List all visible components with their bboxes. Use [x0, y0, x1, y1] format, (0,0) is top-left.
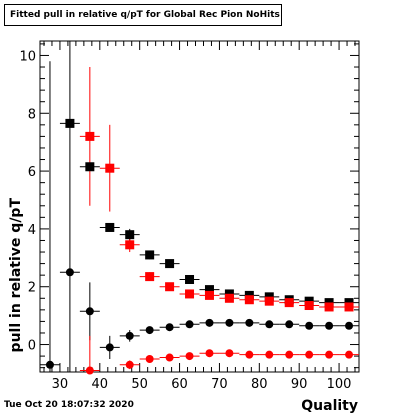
circle-marker [65, 268, 74, 277]
square-marker [85, 162, 95, 172]
circle-marker [325, 350, 334, 359]
y-tick-label: 10 [19, 49, 36, 64]
square-marker [204, 285, 214, 295]
square-marker [264, 296, 274, 306]
x-tick-label: 40 [92, 377, 109, 392]
square-marker [125, 230, 135, 240]
circle-marker [205, 349, 214, 358]
y-tick-label: 6 [28, 165, 36, 180]
circle-marker [165, 323, 174, 332]
square-marker [244, 295, 254, 305]
circle-marker [225, 349, 234, 358]
circle-marker [165, 353, 174, 362]
circle-marker [185, 352, 194, 361]
circle-marker [305, 350, 314, 359]
circle-marker [85, 366, 94, 375]
square-marker [304, 301, 314, 311]
circle-marker [45, 360, 54, 369]
square-marker [145, 272, 155, 282]
circle-marker [285, 320, 294, 329]
circle-marker [265, 320, 274, 329]
y-axis-title: pull in relative q/pT [8, 198, 24, 353]
y-tick-label: 4 [28, 223, 36, 238]
square-marker [145, 250, 155, 260]
circle-marker [225, 318, 234, 327]
markers [45, 118, 354, 375]
circle-marker [145, 326, 154, 335]
square-marker [65, 118, 75, 128]
x-tick-label: 100 [327, 377, 352, 392]
square-marker [284, 298, 294, 308]
plot-border [39, 40, 360, 373]
circle-marker [345, 350, 354, 359]
circle-marker [145, 354, 154, 363]
square-marker [85, 131, 95, 141]
y-tick-label: 2 [28, 281, 36, 296]
circle-marker [285, 350, 294, 359]
x-tick-label: 80 [251, 377, 268, 392]
square-marker [185, 274, 195, 284]
square-marker [185, 289, 195, 299]
square-marker [324, 302, 334, 312]
circle-marker [245, 350, 254, 359]
square-marker [125, 240, 135, 250]
tick-labels: 30 40 50 60 70 80 90 100 0 2 4 6 8 10 [19, 49, 351, 392]
square-marker [105, 222, 115, 232]
x-tick-label: 50 [131, 377, 148, 392]
square-marker [344, 302, 354, 312]
circle-marker [325, 321, 334, 330]
x-tick-label: 90 [291, 377, 308, 392]
circle-marker [345, 321, 354, 330]
y-tick-label: 0 [28, 339, 36, 354]
x-tick-label: 70 [211, 377, 228, 392]
x-axis-title: Quality [301, 398, 358, 414]
circle-marker [125, 331, 134, 340]
circle-marker [305, 321, 314, 330]
square-marker [105, 163, 115, 173]
circle-marker [205, 318, 214, 327]
plot-frame [39, 40, 360, 373]
circle-marker [265, 350, 274, 359]
circle-marker [85, 307, 94, 316]
x-tick-label: 30 [52, 377, 69, 392]
chart-title: Fitted pull in relative q/pT for Global … [4, 4, 282, 26]
footer-timestamp: Tue Oct 20 18:07:32 2020 [4, 400, 134, 410]
circle-marker [185, 320, 194, 329]
y-tick-label: 8 [28, 107, 36, 122]
square-marker [165, 259, 175, 269]
axis-ticks [40, 41, 359, 372]
circle-marker [245, 318, 254, 327]
square-marker [204, 290, 214, 300]
circle-marker [125, 360, 134, 369]
square-marker [165, 282, 175, 292]
circle-marker [105, 343, 114, 352]
square-marker [224, 293, 234, 303]
x-tick-label: 60 [171, 377, 188, 392]
